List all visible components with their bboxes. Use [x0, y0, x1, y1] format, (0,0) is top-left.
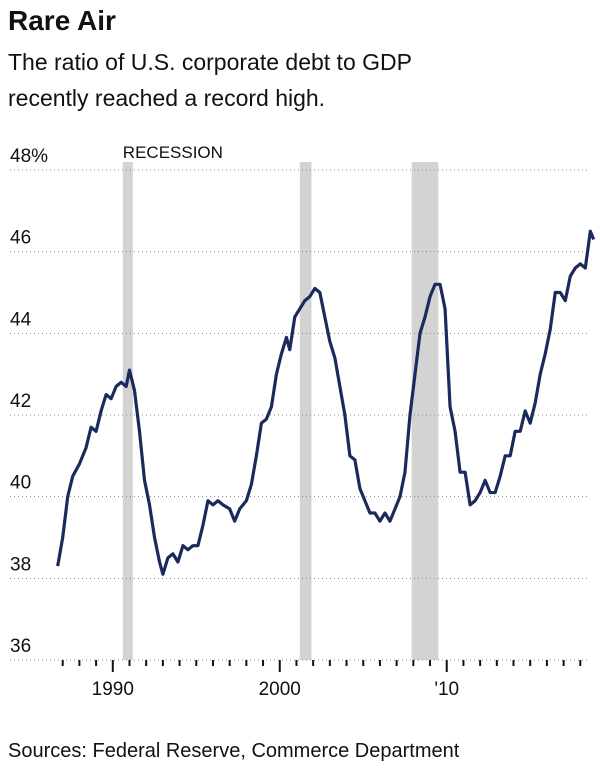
- chart-subtitle: The ratio of U.S. corporate debt to GDP: [8, 49, 412, 75]
- source-note: Sources: Federal Reserve, Commerce Depar…: [8, 740, 460, 762]
- x-tick-label: '10: [434, 679, 459, 700]
- y-tick-label: 44: [10, 309, 32, 330]
- x-tick-label: 2000: [259, 679, 301, 700]
- recession-label: RECESSION: [123, 143, 223, 162]
- recession-band: [122, 162, 133, 660]
- chart-subtitle: recently reached a record high.: [8, 85, 325, 111]
- y-tick-label: 48%: [10, 146, 48, 167]
- x-tick-label: 1990: [92, 679, 134, 700]
- y-tick-label: 46: [10, 228, 31, 249]
- y-tick-label: 36: [10, 636, 31, 657]
- recession-band: [299, 162, 312, 660]
- y-tick-label: 40: [10, 473, 31, 494]
- recession-band: [411, 162, 439, 660]
- y-tick-label: 42: [10, 391, 31, 412]
- chart-title: Rare Air: [8, 5, 116, 36]
- y-tick-label: 38: [10, 554, 31, 575]
- data-line: [56, 229, 596, 576]
